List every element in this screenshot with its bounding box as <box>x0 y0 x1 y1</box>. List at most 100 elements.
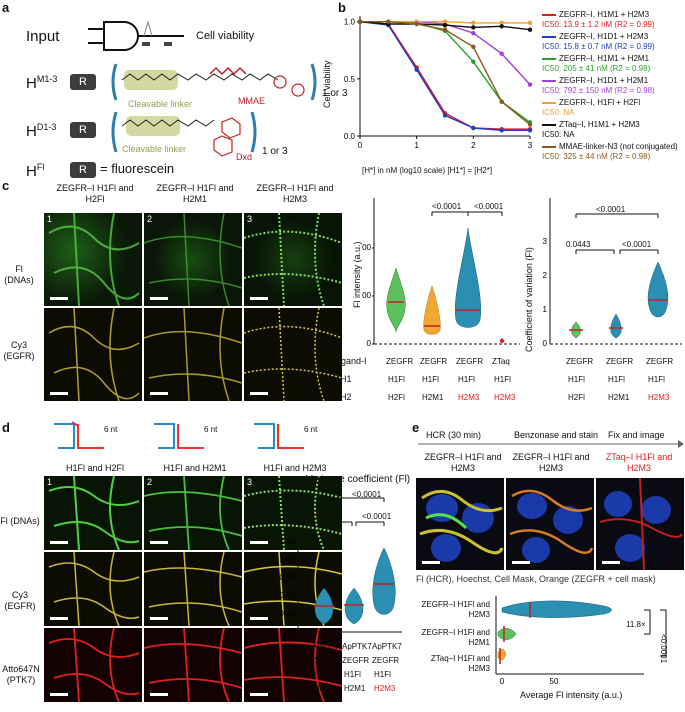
e-stain-legend-text: Fl (HCR), Hoechst, Cell Mask, Orange (ZE… <box>416 574 656 584</box>
d-violin-title: Variance coefficient (Fl) <box>306 474 411 485</box>
data-point <box>442 19 448 24</box>
e-pvalue: <0.0001 <box>659 634 668 664</box>
c-v1-h1-3: H1Fl <box>458 375 475 384</box>
viability-legend: ZEGFR–I, H1M1 + H2M3 IC50: 13.9 ± 1.2 nM … <box>542 10 684 164</box>
legend-name: ZEGFR–I, H1M1 + H2M3 <box>559 10 650 19</box>
panel-e-label: e <box>412 420 420 435</box>
d-r1-1: ApPTK7 <box>312 642 342 651</box>
c-v1-h2-1: H2Fl <box>388 393 405 402</box>
e-xlabel: Average Fl intensity (a.u.) <box>520 690 623 700</box>
output-label: Cell viability <box>196 30 255 42</box>
legend-swatch <box>542 13 556 16</box>
c-v2-h2-3: H2M3 <box>648 393 670 402</box>
data-point <box>414 67 419 72</box>
data-point <box>442 27 448 32</box>
c-violin2-ylabel: Coefficient of variation (Fl) <box>524 247 534 352</box>
svg-text:1.25: 1.25 <box>279 537 295 546</box>
panel-c-label: c <box>2 178 10 193</box>
mmae-label: MMAE <box>238 96 265 106</box>
panel-d-label: d <box>2 420 10 435</box>
data-point <box>386 19 391 24</box>
linker-label-m: Cleavable linker <box>128 99 193 109</box>
e-row-1: ZEGFR–I H1Fl and H2M3 <box>421 600 490 619</box>
data-point <box>499 51 504 56</box>
h-fl-label: HFl <box>26 162 45 180</box>
c-v1-lig-3: ZEGFR <box>456 357 484 366</box>
count-label-d: 1 or 3 <box>262 146 288 157</box>
legend-ic50: IC50: NA <box>542 108 575 117</box>
c-v1-h1-4: H1Fl <box>494 375 511 384</box>
d-image-atto-2 <box>144 628 242 702</box>
c-col-3: ZEGFR–I H1Fl and H2M3 <box>256 183 334 204</box>
data-point <box>471 25 476 30</box>
data-point <box>527 27 533 32</box>
e-image-2 <box>506 478 594 570</box>
legend-name: MMAE-linker-N3 (not conjugated) <box>559 142 678 151</box>
d-r2-1: ZEGFR <box>312 656 340 665</box>
c-v1-h1-1: H1Fl <box>388 375 405 384</box>
c-image-fl-2: 2 <box>144 213 242 306</box>
d-r1-3: ApPTK7 <box>372 642 402 651</box>
input-label: Input <box>26 28 60 45</box>
legend-entry-7: MMAE-linker-N3 (not conjugated) IC50: 325… <box>542 142 684 162</box>
d-col-2: H1Fl and H2M1 <box>163 463 227 473</box>
c-row-fl: Fl (DNAs) <box>4 264 34 285</box>
d-p1: <0.0001 <box>352 490 382 499</box>
d-hairpin-diagrams <box>54 421 304 449</box>
d-image-cy3-1 <box>44 552 142 626</box>
legend-swatch <box>542 57 556 60</box>
panel-b-label: b <box>338 0 346 15</box>
c-v1-lig-2: ZEGFR <box>420 357 448 366</box>
r-box: R <box>70 162 96 178</box>
d-p3: <0.0001 <box>362 512 392 521</box>
legend-entry-3: ZEGFR–I, H1M1 + H2M1 IC50: 205 ± 41 nM (R… <box>542 54 684 74</box>
legend-ic50: IC50: 325 ± 44 nM (R2 = 0.98) <box>542 152 651 161</box>
e-image-3 <box>596 478 684 570</box>
data-point <box>471 30 476 36</box>
c-v2-p3: <0.0001 <box>622 240 652 249</box>
c-v2-h2-1: H2Fl <box>568 393 585 402</box>
legend-entry-6: ZTaq–I, H1M1 + H2M3 IC50: NA <box>542 120 684 140</box>
legend-name: ZTaq–I, H1M1 + H2M3 <box>559 120 640 129</box>
dxd-label: Dxd <box>236 152 253 162</box>
c-v1-h2-3: H2M3 <box>458 393 480 402</box>
svg-text:2: 2 <box>543 271 548 280</box>
svg-text:0: 0 <box>500 677 505 686</box>
c-v2-p1: <0.0001 <box>596 205 626 214</box>
c-v2-lig-2: ZEGFR <box>606 357 634 366</box>
data-point <box>414 21 419 27</box>
legend-entry-2: ZEGFR–I, H1D1 + H2M3 IC50: 15.8 ± 0.7 nM … <box>542 32 684 52</box>
legend-swatch <box>542 79 556 82</box>
e-row-2: ZEGFR–I H1Fl and H2M1 <box>421 628 490 647</box>
legend-name: ZEGFR–I, H1Fl + H2Fl <box>559 98 641 107</box>
e-row-3: ZTaq–I H1Fl and H2M3 <box>430 654 490 673</box>
svg-text:0: 0 <box>543 339 548 348</box>
count-label-m: 1 or 3 <box>322 88 348 99</box>
e-step-3: Fix and image <box>608 430 665 440</box>
logic-gate-diagram <box>88 20 184 51</box>
d-r4-1: H2Fl <box>314 684 331 693</box>
e-col-2: ZEGFR–I H1Fl and H2M3 <box>512 452 590 473</box>
c-violin1-plot: 0 100 200 <box>362 198 520 348</box>
legend-name: ZEGFR–I, H1D1 + H2M1 <box>559 76 649 85</box>
d-col-1: H1Fl and H2Fl <box>65 463 125 473</box>
data-point <box>471 20 476 26</box>
legend-entry-1: ZEGFR–I, H1M1 + H2M3 IC50: 13.9 ± 1.2 nM … <box>542 10 684 30</box>
legend-entry-4: ZEGFR–I, H1D1 + H2M1 IC50: 792 ± 150 nM (… <box>542 76 684 96</box>
data-point <box>527 82 533 87</box>
c-v2-h1-3: H1Fl <box>648 375 665 384</box>
data-point <box>499 99 504 104</box>
d-row-cy3: Cy3 (EGFR) <box>4 590 36 611</box>
c-image-cy3-1 <box>44 308 142 401</box>
series-line-3 <box>360 21 531 123</box>
d-r3-3: H1Fl <box>374 670 391 679</box>
c-image-fl-3: 3 <box>244 213 342 306</box>
c-violin1-ylabel: Fl intensity (a.u.) <box>352 241 362 308</box>
svg-text:0: 0 <box>367 339 372 348</box>
legend-ic50: IC50: 13.9 ± 1.2 nM (R2 = 0.99) <box>542 20 655 29</box>
panel-a-label: a <box>2 0 10 15</box>
series-line-7 <box>360 21 531 126</box>
legend-swatch <box>542 101 556 104</box>
d-image-fl-2: 2 <box>144 476 242 550</box>
d-r2-2: ZEGFR <box>342 656 370 665</box>
